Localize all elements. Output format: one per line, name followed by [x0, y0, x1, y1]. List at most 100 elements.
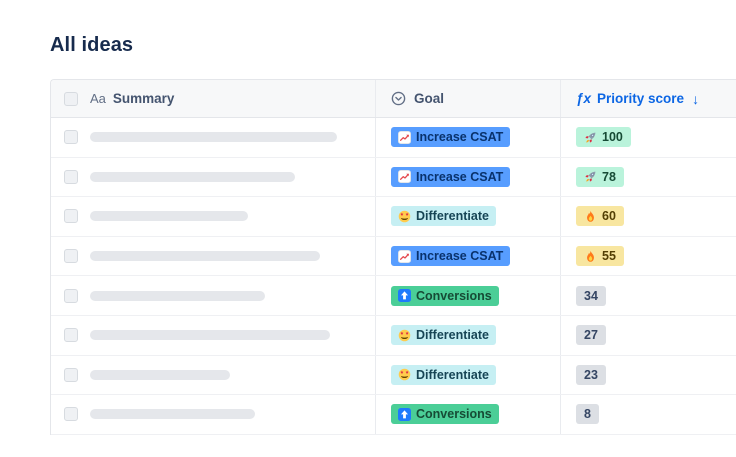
row-checkbox[interactable] [64, 169, 78, 184]
goal-cell: Increase CSAT [376, 118, 561, 157]
summary-cell [51, 157, 376, 197]
priority-score-badge[interactable]: 8 [576, 404, 599, 425]
up-arrow-icon [398, 407, 411, 421]
goal-badge[interactable]: Differentiate [391, 364, 496, 385]
priority-cell: 27 [561, 316, 736, 355]
formula-icon: ƒx [576, 91, 592, 106]
goal-badge[interactable]: Differentiate [391, 206, 496, 227]
row-checkbox[interactable] [64, 328, 78, 343]
page: All ideas Aa Summary Goal [0, 33, 736, 435]
page-title: All ideas [50, 34, 134, 56]
column-header-goal[interactable]: Goal [376, 80, 561, 117]
priority-cell: 55 [561, 237, 736, 276]
summary-cell [51, 236, 376, 276]
goal-badge[interactable]: Increase CSAT [391, 127, 511, 148]
chart-up-icon [398, 130, 411, 144]
table-row[interactable]: Increase CSAT 78 [51, 157, 736, 198]
summary-cell [51, 118, 376, 157]
up-arrow-icon [398, 289, 411, 303]
goal-label: Increase CSAT [416, 249, 504, 264]
goal-cell: Differentiate [376, 315, 561, 355]
summary-cell [51, 315, 376, 355]
star-struck-icon [398, 210, 411, 223]
star-struck-icon [398, 329, 411, 342]
table-row[interactable]: Increase CSAT 100 [51, 118, 736, 158]
summary-placeholder [90, 132, 337, 143]
goal-column-label: Goal [414, 91, 445, 106]
table-header: Aa Summary Goal ƒx Priority score ↓ [51, 80, 736, 118]
priority-score-badge[interactable]: 55 [576, 246, 624, 267]
column-header-priority[interactable]: ƒx Priority score ↓ [561, 80, 736, 117]
text-type-icon: Aa [90, 91, 106, 106]
priority-cell: 8 [561, 395, 736, 434]
summary-placeholder [90, 330, 330, 341]
goal-cell: Differentiate [376, 355, 561, 395]
row-checkbox[interactable] [64, 130, 78, 145]
star-struck-icon [398, 368, 411, 381]
priority-score-badge[interactable]: 100 [576, 127, 631, 148]
row-checkbox[interactable] [64, 288, 78, 303]
priority-score-badge[interactable]: 60 [576, 206, 624, 227]
priority-score-value: 23 [584, 367, 598, 382]
goal-cell: Increase CSAT [376, 157, 561, 197]
rocket-icon [584, 170, 597, 183]
priority-score-badge[interactable]: 27 [576, 325, 606, 346]
chart-up-icon [398, 249, 411, 263]
priority-score-value: 8 [584, 407, 591, 422]
table-row[interactable]: Increase CSAT 55 [51, 236, 736, 277]
summary-placeholder [90, 251, 320, 262]
priority-score-badge[interactable]: 34 [576, 285, 606, 306]
goal-label: Increase CSAT [416, 130, 504, 145]
priority-cell: 78 [561, 158, 736, 197]
row-checkbox[interactable] [64, 367, 78, 382]
summary-cell [51, 197, 376, 236]
select-all-checkbox[interactable] [64, 91, 78, 106]
goal-cell: Differentiate [376, 197, 561, 236]
summary-column-label: Summary [112, 91, 175, 106]
priority-score-value: 27 [584, 328, 598, 343]
goal-badge[interactable]: Conversions [391, 404, 499, 425]
table-row[interactable]: Differentiate 60 [51, 197, 736, 237]
rocket-icon [584, 131, 597, 144]
goal-badge[interactable]: Differentiate [391, 325, 496, 346]
goal-cell: Increase CSAT [376, 236, 561, 276]
priority-score-badge[interactable]: 78 [576, 166, 624, 187]
priority-score-badge[interactable]: 23 [576, 364, 606, 385]
fire-icon [584, 250, 597, 263]
priority-column-label: Priority score [597, 91, 685, 106]
priority-score-value: 78 [602, 169, 616, 184]
row-checkbox[interactable] [64, 249, 78, 264]
priority-score-value: 34 [584, 288, 598, 303]
table-row[interactable]: Differentiate 23 [51, 355, 736, 396]
priority-score-value: 55 [602, 249, 616, 264]
goal-cell: Conversions [376, 395, 561, 434]
summary-cell [51, 395, 376, 434]
ideas-table: Aa Summary Goal ƒx Priority score ↓ [50, 79, 736, 435]
chart-up-icon [398, 170, 411, 184]
goal-badge[interactable]: Conversions [391, 285, 499, 306]
table-row[interactable]: Conversions 8 [51, 395, 736, 435]
goal-badge[interactable]: Increase CSAT [391, 166, 511, 187]
summary-placeholder [90, 171, 295, 182]
priority-score-value: 60 [602, 209, 616, 224]
summary-cell [51, 355, 376, 395]
summary-placeholder [90, 369, 230, 380]
table-row[interactable]: Differentiate 27 [51, 315, 736, 356]
summary-cell [51, 276, 376, 315]
goal-label: Conversions [416, 407, 492, 422]
summary-placeholder [90, 409, 255, 420]
row-checkbox[interactable] [64, 407, 78, 422]
goal-label: Increase CSAT [416, 169, 504, 184]
goal-cell: Conversions [376, 276, 561, 315]
goal-label: Differentiate [416, 367, 489, 382]
priority-cell: 100 [561, 118, 736, 157]
table-row[interactable]: Conversions 34 [51, 276, 736, 316]
fire-icon [584, 210, 597, 223]
summary-placeholder [90, 290, 265, 301]
summary-placeholder [90, 211, 248, 222]
goal-label: Differentiate [416, 209, 489, 224]
column-header-summary[interactable]: Aa Summary [51, 80, 376, 117]
goal-badge[interactable]: Increase CSAT [391, 246, 511, 267]
sort-desc-icon: ↓ [692, 90, 700, 107]
row-checkbox[interactable] [64, 209, 78, 224]
